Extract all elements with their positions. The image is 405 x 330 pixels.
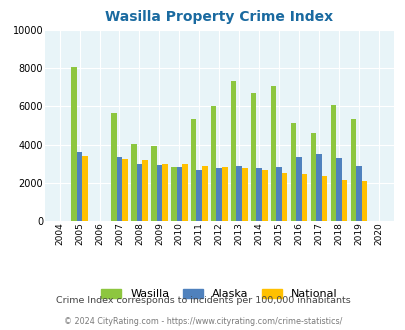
Bar xyxy=(261,170,267,221)
Bar xyxy=(222,167,227,221)
Bar xyxy=(355,166,361,221)
Bar xyxy=(71,67,77,221)
Bar xyxy=(216,168,222,221)
Bar xyxy=(131,144,136,221)
Bar xyxy=(142,160,147,221)
Bar xyxy=(111,113,116,221)
Bar xyxy=(190,119,196,221)
Bar xyxy=(156,165,162,221)
Bar xyxy=(296,157,301,221)
Bar xyxy=(230,82,236,221)
Text: © 2024 CityRating.com - https://www.cityrating.com/crime-statistics/: © 2024 CityRating.com - https://www.city… xyxy=(64,317,341,326)
Bar xyxy=(330,105,335,221)
Bar xyxy=(335,158,341,221)
Bar xyxy=(270,86,276,221)
Bar xyxy=(250,93,256,221)
Bar xyxy=(116,157,122,221)
Bar xyxy=(315,154,321,221)
Bar xyxy=(136,164,142,221)
Bar xyxy=(290,123,296,221)
Bar xyxy=(236,166,241,221)
Bar xyxy=(301,174,307,221)
Bar xyxy=(82,156,88,221)
Bar xyxy=(350,119,355,221)
Text: Crime Index corresponds to incidents per 100,000 inhabitants: Crime Index corresponds to incidents per… xyxy=(55,296,350,305)
Bar xyxy=(281,173,287,221)
Bar xyxy=(122,159,128,221)
Bar xyxy=(256,168,261,221)
Bar xyxy=(162,164,167,221)
Bar xyxy=(171,167,176,221)
Bar xyxy=(310,133,315,221)
Bar xyxy=(202,166,207,221)
Title: Wasilla Property Crime Index: Wasilla Property Crime Index xyxy=(105,10,333,24)
Bar xyxy=(276,167,281,221)
Bar xyxy=(196,170,202,221)
Bar xyxy=(151,147,156,221)
Bar xyxy=(176,167,182,221)
Bar xyxy=(321,176,326,221)
Bar xyxy=(241,168,247,221)
Bar xyxy=(361,181,367,221)
Bar xyxy=(341,180,346,221)
Bar xyxy=(182,164,187,221)
Bar xyxy=(210,106,216,221)
Bar xyxy=(77,152,82,221)
Legend: Wasilla, Alaska, National: Wasilla, Alaska, National xyxy=(97,284,341,303)
